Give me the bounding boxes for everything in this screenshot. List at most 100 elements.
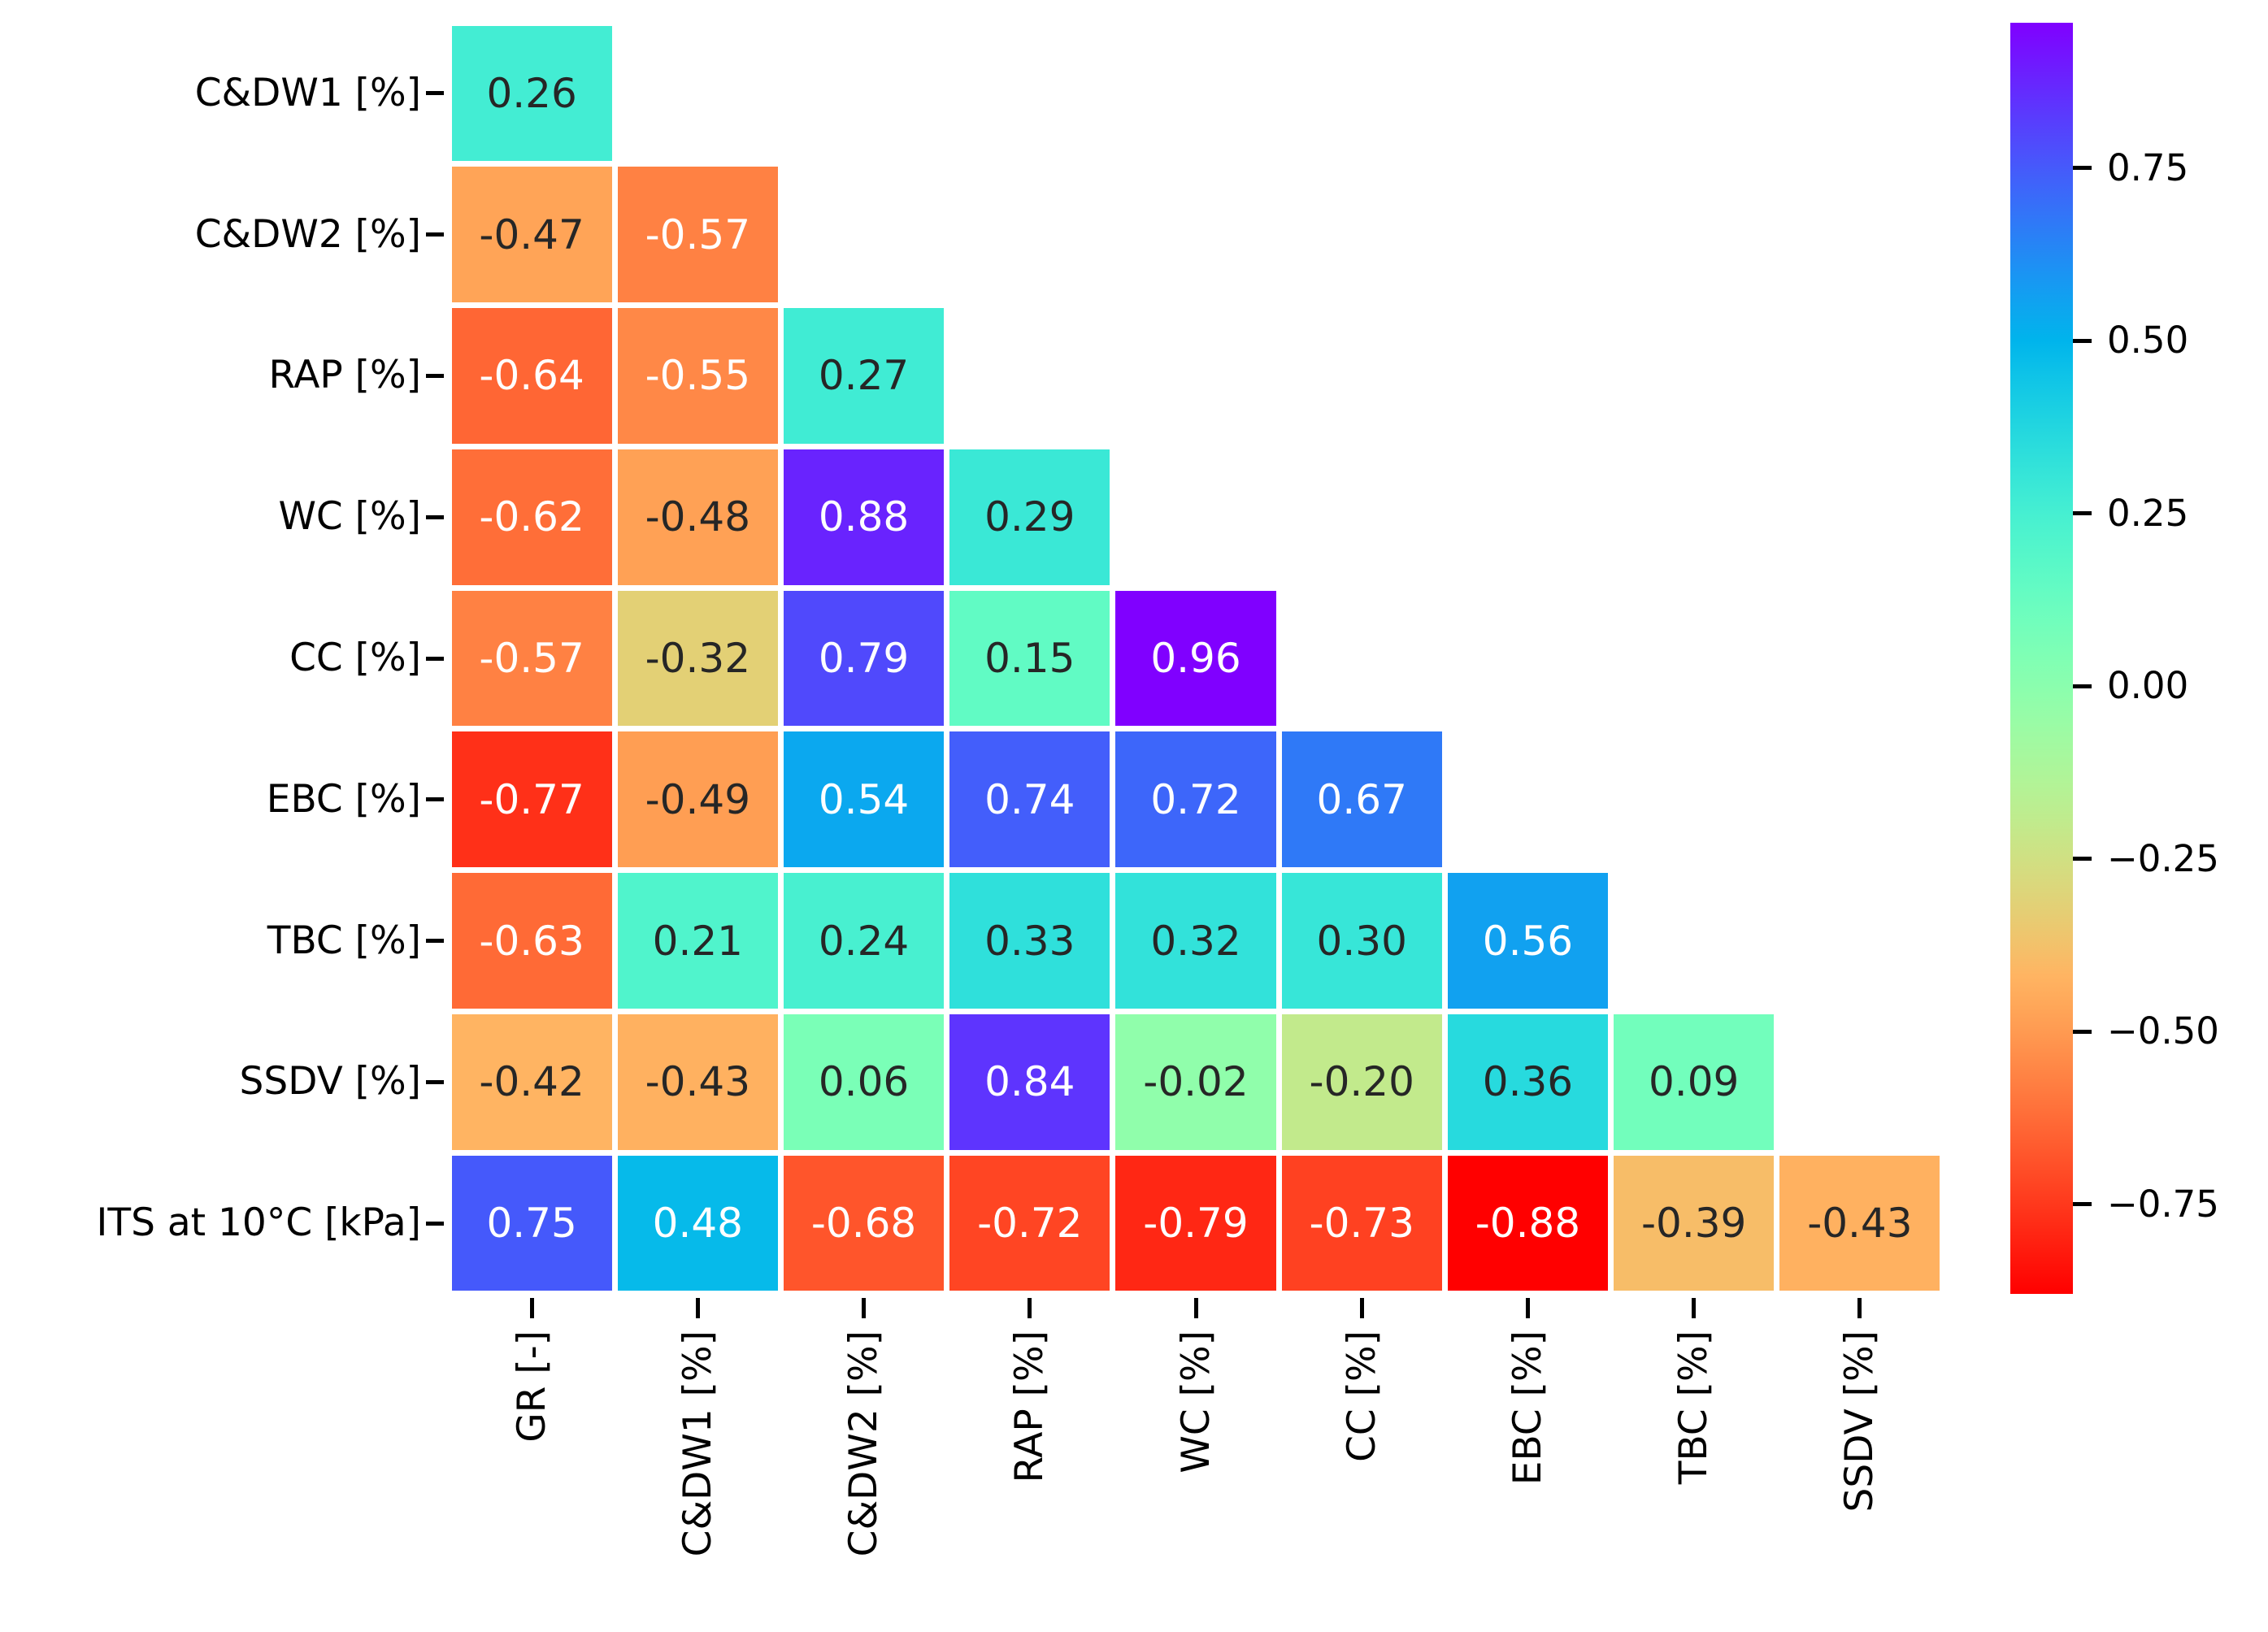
cell-value: -0.02 — [1143, 1058, 1249, 1106]
x-axis-label: GR [-] — [499, 1330, 564, 1443]
x-axis-label: TBC [%] — [1662, 1330, 1727, 1484]
heatmap-cell: 0.24 — [783, 873, 945, 1009]
y-axis-tick — [426, 373, 444, 378]
x-axis-tick — [1857, 1298, 1862, 1318]
heatmap-cell: 0.06 — [783, 1013, 945, 1150]
cell-value: -0.79 — [1143, 1200, 1249, 1248]
colorbar-tick-label: −0.75 — [2107, 1182, 2219, 1226]
cell-value: -0.57 — [645, 211, 751, 258]
cell-value: -0.57 — [479, 634, 584, 682]
heatmap-cell: 0.29 — [949, 449, 1110, 585]
heatmap-cell: 0.84 — [949, 1013, 1110, 1150]
y-axis-tick — [426, 797, 444, 802]
y-axis-tick — [426, 656, 444, 661]
cell-value: 0.96 — [1150, 634, 1241, 682]
x-axis-label-text: WC [%] — [1173, 1330, 1219, 1474]
x-axis-label-text: SSDV [%] — [1837, 1330, 1883, 1513]
y-axis-tick — [426, 91, 444, 96]
x-axis-label: SSDV [%] — [1827, 1330, 1892, 1512]
heatmap-cell: -0.62 — [451, 449, 612, 585]
x-axis-tick — [1193, 1298, 1198, 1318]
cell-value: 0.74 — [984, 775, 1075, 823]
cell-value: 0.26 — [486, 69, 577, 117]
cell-value: -0.39 — [1640, 1200, 1747, 1248]
cell-value: -0.72 — [977, 1200, 1083, 1248]
y-axis-label: RAP [%] — [268, 353, 421, 398]
heatmap-cell: 0.54 — [783, 731, 945, 868]
x-axis-tick — [1359, 1298, 1364, 1318]
x-axis-tick — [1692, 1298, 1697, 1318]
heatmap-cell: 0.88 — [783, 449, 945, 585]
heatmap-cell: -0.48 — [617, 449, 778, 585]
heatmap-cell: -0.77 — [451, 731, 612, 868]
cell-value: 0.54 — [818, 775, 910, 823]
x-axis-label: CC [%] — [1329, 1330, 1394, 1462]
heatmap-cell: 0.30 — [1281, 873, 1442, 1009]
x-axis-tick — [695, 1298, 700, 1318]
colorbar-tick-label: 0.50 — [2107, 319, 2189, 362]
cell-value: 0.27 — [818, 352, 910, 400]
y-axis-label: C&DW2 [%] — [194, 211, 421, 257]
cell-value: 0.24 — [818, 917, 910, 965]
cell-value: 0.84 — [984, 1058, 1075, 1106]
x-axis-label-text: C&DW2 [%] — [841, 1330, 887, 1557]
heatmap-cell: 0.26 — [451, 25, 612, 162]
heatmap-cell: -0.32 — [617, 590, 778, 727]
y-axis-tick — [426, 1221, 444, 1226]
cell-value: 0.32 — [1150, 917, 1241, 965]
heatmap-cell: -0.39 — [1614, 1155, 1775, 1291]
heatmap-cell: -0.42 — [451, 1013, 612, 1150]
heatmap-cell: -0.68 — [783, 1155, 945, 1291]
x-axis-tick — [529, 1298, 534, 1318]
y-axis-tick — [426, 1079, 444, 1084]
cell-value: 0.75 — [486, 1200, 577, 1248]
cell-value: -0.42 — [479, 1058, 584, 1106]
cell-value: -0.63 — [479, 917, 584, 965]
cell-value: -0.55 — [645, 352, 751, 400]
x-axis-label: WC [%] — [1163, 1330, 1228, 1474]
heatmap-cell: -0.47 — [451, 167, 612, 303]
x-axis-label: RAP [%] — [997, 1330, 1062, 1483]
heatmap-cell: 0.15 — [949, 590, 1110, 727]
heatmap-cell: -0.63 — [451, 873, 612, 1009]
y-axis-label: TBC [%] — [267, 918, 421, 963]
cell-value: -0.49 — [645, 775, 751, 823]
colorbar-tick — [2073, 857, 2092, 861]
cell-value: 0.06 — [818, 1058, 910, 1106]
heatmap-cell: 0.67 — [1281, 731, 1442, 868]
cell-value: -0.77 — [479, 775, 584, 823]
heatmap-cell: -0.64 — [451, 308, 612, 444]
colorbar-tick-label: −0.25 — [2107, 836, 2219, 880]
x-axis-label-text: C&DW1 [%] — [675, 1330, 720, 1557]
heatmap-cell: 0.32 — [1115, 873, 1276, 1009]
cell-value: 0.33 — [984, 917, 1075, 965]
x-axis-label-text: EBC [%] — [1505, 1330, 1550, 1486]
colorbar-tick-label: 0.75 — [2107, 145, 2189, 189]
heatmap-cell: 0.56 — [1447, 873, 1609, 1009]
heatmap-cell: 0.96 — [1115, 590, 1276, 727]
cell-value: 0.15 — [984, 634, 1075, 682]
cell-value: 0.29 — [984, 493, 1075, 541]
heatmap-cell: -0.73 — [1281, 1155, 1442, 1291]
colorbar-tick — [2073, 511, 2092, 515]
heatmap-cell: 0.79 — [783, 590, 945, 727]
x-axis-label-text: RAP [%] — [1007, 1330, 1053, 1483]
heatmap-cell: -0.57 — [617, 167, 778, 303]
heatmap-cell: -0.57 — [451, 590, 612, 727]
x-axis-tick — [862, 1298, 867, 1318]
colorbar-tick-label: −0.50 — [2107, 1009, 2219, 1053]
colorbar-tick — [2073, 1202, 2092, 1206]
cell-value: -0.48 — [645, 493, 751, 541]
heatmap-cell: -0.88 — [1447, 1155, 1609, 1291]
heatmap-cell: -0.49 — [617, 731, 778, 868]
colorbar-gradient — [2010, 23, 2073, 1294]
colorbar-tick-label: 0.25 — [2107, 491, 2189, 535]
heatmap-cell: 0.36 — [1447, 1013, 1609, 1150]
x-axis-tick — [1028, 1298, 1032, 1318]
colorbar-tick — [2073, 1029, 2092, 1034]
heatmap-cell: 0.27 — [783, 308, 945, 444]
heatmap-cell: -0.43 — [1779, 1155, 1940, 1291]
y-axis-label: WC [%] — [278, 494, 421, 540]
colorbar-tick — [2073, 166, 2092, 170]
